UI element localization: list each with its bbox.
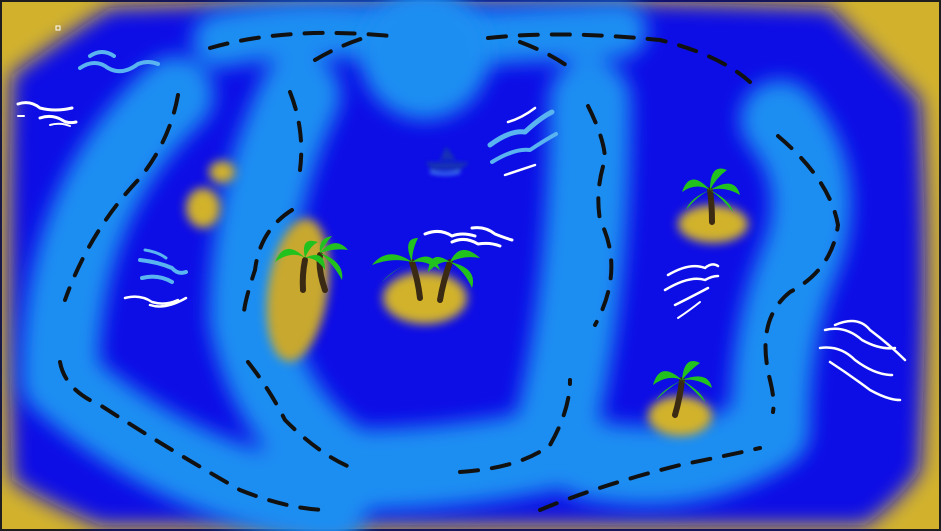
waves-north-center xyxy=(487,106,558,177)
palm-leaves xyxy=(372,238,480,288)
route-south-center xyxy=(458,378,572,474)
route-west-inner xyxy=(63,93,180,302)
route-south-east xyxy=(538,446,762,512)
route-east-inner xyxy=(586,104,614,327)
route-west-outer xyxy=(58,360,332,512)
palm-leaves xyxy=(275,236,348,280)
palms-long-island xyxy=(275,236,348,293)
route-east-outer xyxy=(763,134,840,414)
palm-trunk xyxy=(409,259,423,301)
lagoon xyxy=(360,0,490,120)
island-center xyxy=(383,272,467,324)
dashed-routes xyxy=(58,30,840,512)
waves-northwest xyxy=(78,50,160,74)
palm-trunk xyxy=(672,377,685,418)
route-middle-north xyxy=(288,90,304,172)
sandbars xyxy=(186,161,235,228)
route-north-east xyxy=(486,32,752,84)
waves-southeast xyxy=(818,319,907,402)
waves-west-channel xyxy=(123,248,188,308)
palm-east-island xyxy=(682,168,740,225)
route-middle-west xyxy=(242,208,294,314)
palm-leaves xyxy=(682,168,740,212)
palm-trunk xyxy=(437,259,453,303)
palm-trunk xyxy=(707,187,715,225)
palm-southeast-island xyxy=(653,361,712,418)
sandbar-small xyxy=(209,161,235,183)
sandbar-large xyxy=(186,188,220,228)
route-middle-south xyxy=(246,360,354,470)
palms-center-island xyxy=(372,238,480,303)
waves-center xyxy=(423,226,514,248)
ship-icon xyxy=(425,146,470,175)
island-southeast xyxy=(648,396,712,436)
route-north-east-spur xyxy=(518,40,577,74)
palm-leaves xyxy=(653,361,712,402)
route-north-west xyxy=(208,30,402,50)
waves-west-edge xyxy=(16,101,78,127)
corner-marker xyxy=(55,25,61,31)
route-north-spur xyxy=(313,34,372,62)
palm-trunk xyxy=(299,257,308,293)
waves-east xyxy=(663,263,720,319)
